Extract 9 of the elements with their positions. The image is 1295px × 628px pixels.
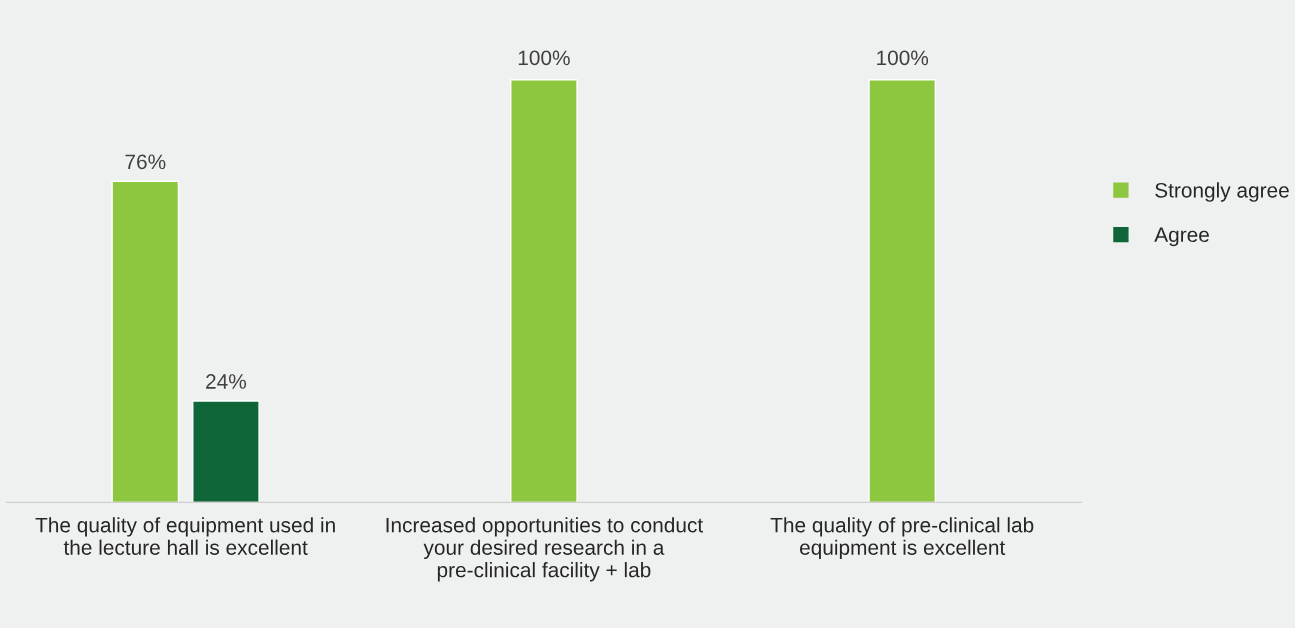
data-label: 100% bbox=[877, 50, 929, 66]
x-tick-label: The quality of pre-clinical lab equipment is excellent bbox=[770, 517, 1034, 560]
x-tick-label: The quality of equipment used in the lecture hall is excellent bbox=[35, 517, 335, 555]
data-label: 24% bbox=[206, 374, 247, 389]
legend-label: Agree bbox=[1154, 227, 1209, 247]
legend-label: Strongly agree bbox=[1155, 182, 1289, 202]
data-label: 100% bbox=[518, 50, 570, 66]
x-tick-label: Increased opportunities to conduct your desired research in a pre-clinical facility + lab bbox=[386, 517, 703, 582]
data-label: 76% bbox=[125, 154, 166, 170]
